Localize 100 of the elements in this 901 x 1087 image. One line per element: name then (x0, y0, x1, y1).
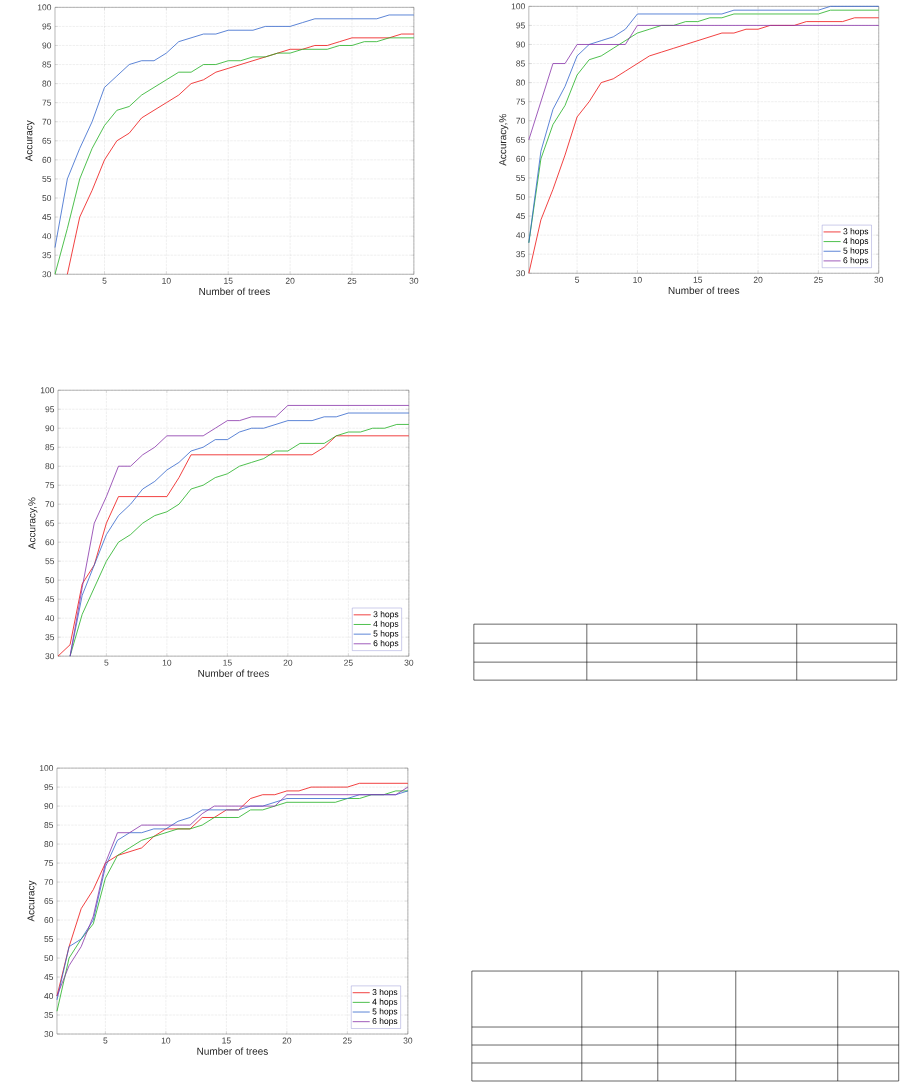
y-tick-label: 90 (45, 425, 55, 432)
x-axis-title: Number of trees (198, 669, 270, 677)
y-tick-label: 30 (42, 271, 52, 278)
x-tick-label: 20 (282, 1037, 292, 1044)
y-tick-label: 80 (44, 841, 54, 848)
x-tick-label: 15 (693, 276, 703, 283)
y-tick-label: 85 (516, 60, 526, 67)
y-tick-label: 85 (44, 822, 54, 829)
x-axis-title: Number of trees (197, 1047, 269, 1055)
x-tick-label: 5 (102, 277, 107, 284)
y-tick-label: 40 (45, 615, 55, 622)
legend-label: 3 hops (372, 988, 398, 997)
x-axis-title: Number of trees (668, 286, 740, 295)
y-tick-label: 85 (45, 444, 55, 451)
legend-label: 6 hops (843, 257, 869, 265)
legend-label: 5 hops (373, 630, 399, 639)
y-tick-label: 45 (44, 974, 54, 981)
y-tick-label: 35 (44, 1012, 54, 1019)
y-tick-label: 55 (44, 936, 54, 943)
y-tick-label: 100 (511, 3, 526, 10)
y-tick-label: 100 (41, 387, 55, 394)
x-tick-label: 20 (753, 276, 763, 283)
x-tick-label: 25 (814, 276, 823, 283)
y-tick-label: 80 (45, 463, 55, 470)
y-axis-title: Accuracy,% (499, 114, 509, 166)
x-tick-label: 5 (104, 659, 109, 666)
x-tick-label: 15 (222, 1037, 231, 1044)
x-tick-label: 10 (162, 659, 172, 666)
y-tick-label: 65 (45, 520, 55, 527)
y-tick-label: 60 (516, 155, 526, 162)
y-tick-label: 70 (45, 501, 55, 508)
y-tick-label: 80 (42, 80, 52, 87)
y-axis-title: Accuracy (27, 880, 37, 922)
y-tick-label: 40 (44, 993, 54, 1000)
x-tick-label: 10 (633, 276, 642, 283)
x-axis-title: Number of trees (199, 287, 271, 296)
y-tick-label: 45 (42, 214, 52, 221)
y-tick-label: 50 (42, 195, 52, 202)
y-axis-title: Accuracy (25, 120, 35, 162)
legend-label: 3 hops (843, 228, 869, 237)
y-tick-label: 50 (44, 955, 54, 962)
y-tick-label: 65 (516, 136, 526, 143)
x-tick-label: 25 (343, 1037, 352, 1044)
y-tick-label: 60 (42, 156, 52, 163)
y-tick-label: 50 (516, 194, 526, 201)
x-tick-label: 30 (409, 277, 419, 284)
y-tick-label: 90 (516, 41, 526, 48)
y-tick-label: 75 (516, 98, 526, 105)
y-tick-label: 35 (42, 252, 52, 259)
x-tick-label: 25 (347, 277, 357, 284)
y-tick-label: 100 (38, 4, 52, 11)
legend-label: 4 hops (373, 620, 399, 629)
y-tick-label: 45 (45, 596, 55, 603)
x-tick-label: 20 (285, 277, 295, 284)
y-tick-label: 70 (42, 118, 52, 125)
legend-label: 6 hops (373, 639, 399, 648)
y-tick-label: 30 (45, 653, 55, 660)
y-tick-label: 90 (44, 803, 54, 810)
y-tick-label: 75 (45, 482, 55, 489)
y-tick-label: 40 (516, 232, 526, 239)
y-tick-label: 55 (45, 558, 55, 565)
x-tick-label: 20 (283, 659, 293, 666)
legend-label: 5 hops (372, 1008, 398, 1017)
y-tick-label: 90 (42, 42, 52, 49)
y-tick-label: 50 (45, 577, 55, 584)
y-tick-label: 55 (516, 174, 526, 181)
y-tick-label: 95 (45, 406, 55, 413)
legend-label: 5 hops (843, 247, 869, 256)
legend-label: 4 hops (843, 237, 869, 246)
y-tick-label: 85 (42, 61, 52, 68)
x-tick-label: 5 (575, 276, 580, 283)
x-tick-label: 10 (161, 1037, 171, 1044)
y-tick-label: 70 (44, 879, 54, 886)
legend-label: 6 hops (372, 1017, 398, 1026)
y-tick-label: 30 (516, 270, 526, 277)
y-tick-label: 30 (44, 1031, 54, 1038)
y-tick-label: 55 (42, 175, 52, 182)
y-tick-label: 75 (42, 99, 52, 106)
y-tick-label: 100 (40, 765, 54, 772)
y-tick-label: 95 (44, 784, 54, 791)
x-tick-label: 5 (103, 1037, 108, 1044)
legend-label: 3 hops (373, 611, 399, 619)
legend-label: 4 hops (372, 998, 398, 1007)
y-tick-label: 35 (45, 634, 55, 641)
x-tick-label: 30 (403, 1037, 413, 1044)
x-tick-label: 15 (223, 659, 232, 666)
x-tick-label: 30 (874, 276, 884, 283)
x-tick-label: 25 (344, 659, 353, 666)
y-tick-label: 70 (516, 117, 526, 124)
y-tick-label: 60 (44, 917, 54, 924)
y-tick-label: 65 (44, 898, 54, 905)
y-tick-label: 35 (516, 251, 526, 258)
x-tick-label: 15 (224, 277, 233, 284)
y-tick-label: 80 (516, 79, 526, 86)
x-tick-label: 30 (404, 659, 414, 666)
y-tick-label: 75 (44, 860, 54, 867)
y-tick-label: 95 (42, 23, 52, 30)
x-tick-label: 10 (162, 277, 171, 284)
y-tick-label: 95 (516, 22, 526, 29)
y-tick-label: 60 (45, 539, 55, 546)
